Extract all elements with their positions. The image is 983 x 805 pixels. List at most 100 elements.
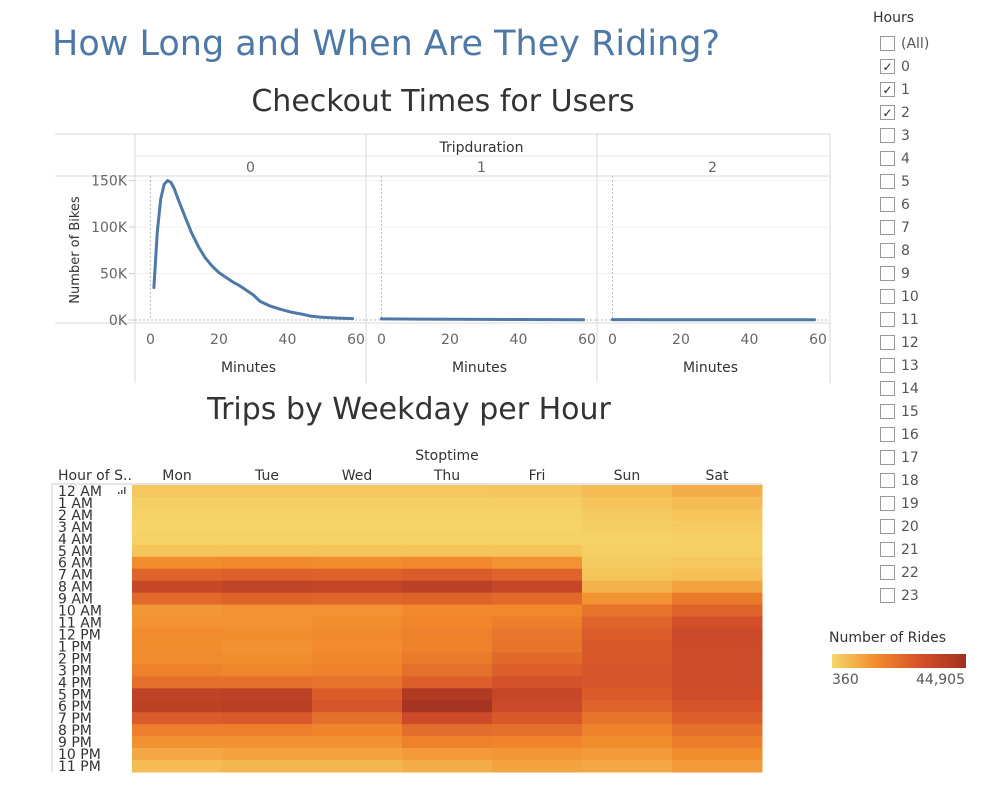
- heatmap-cell[interactable]: [132, 544, 223, 558]
- hours-filter-item-10[interactable]: 9: [873, 262, 973, 285]
- heatmap-cell[interactable]: [672, 496, 763, 510]
- heatmap-cell[interactable]: [582, 604, 673, 618]
- heatmap-cell[interactable]: [132, 748, 223, 761]
- heatmap-cell[interactable]: [402, 628, 493, 641]
- heatmap-cell[interactable]: [582, 592, 673, 606]
- heatmap-cell[interactable]: [132, 712, 223, 725]
- heatmap-cell[interactable]: [672, 556, 763, 570]
- heatmap-cell[interactable]: [132, 616, 223, 629]
- heatmap-cell[interactable]: [582, 664, 673, 677]
- heatmap-cell[interactable]: [402, 592, 493, 606]
- heatmap-cell[interactable]: [672, 688, 763, 701]
- heatmap-cell[interactable]: [672, 760, 763, 773]
- heatmap-cell[interactable]: [492, 616, 583, 629]
- heatmap-cell[interactable]: [132, 628, 223, 641]
- heatmap-cell[interactable]: [402, 640, 493, 653]
- heatmap-cell[interactable]: [312, 760, 403, 773]
- heatmap-cell[interactable]: [582, 485, 673, 498]
- heatmap-cell[interactable]: [402, 556, 493, 570]
- heatmap-cell[interactable]: [672, 520, 763, 534]
- hours-filter-item-2[interactable]: ✓ 1: [873, 78, 973, 101]
- heatmap-cell[interactable]: [132, 700, 223, 713]
- hours-filter-item-5[interactable]: 4: [873, 147, 973, 170]
- heatmap-cell[interactable]: [492, 568, 583, 582]
- heatmap-cell[interactable]: [222, 652, 313, 665]
- heatmap-cell[interactable]: [312, 688, 403, 701]
- heatmap-cell[interactable]: [132, 556, 223, 570]
- heatmap-cell[interactable]: [582, 616, 673, 629]
- hours-filter-checkbox[interactable]: ✓: [880, 59, 895, 74]
- heatmap-cell[interactable]: [492, 520, 583, 534]
- heatmap-cell[interactable]: [222, 712, 313, 725]
- heatmap-cell[interactable]: [672, 568, 763, 582]
- heatmap-cell[interactable]: [222, 592, 313, 606]
- heatmap-cell[interactable]: [312, 568, 403, 582]
- heatmap-cell[interactable]: [402, 652, 493, 665]
- heatmap-cell[interactable]: [492, 628, 583, 641]
- heatmap-cell[interactable]: [492, 688, 583, 701]
- heatmap-cell[interactable]: [672, 604, 763, 618]
- hours-filter-item-15[interactable]: 14: [873, 377, 973, 400]
- heatmap-cell[interactable]: [132, 652, 223, 665]
- heatmap-cell[interactable]: [132, 724, 223, 737]
- heatmap-cell[interactable]: [672, 508, 763, 522]
- hours-filter-item-24[interactable]: 23: [873, 584, 973, 607]
- heatmap-cell[interactable]: [312, 736, 403, 749]
- heatmap-cell[interactable]: [312, 724, 403, 737]
- heatmap-cell[interactable]: [132, 640, 223, 653]
- heatmap-cell[interactable]: [672, 592, 763, 606]
- heatmap-cell[interactable]: [582, 544, 673, 558]
- hours-filter-checkbox[interactable]: [880, 542, 895, 557]
- heatmap-cell[interactable]: [402, 580, 493, 594]
- hours-filter-checkbox[interactable]: [880, 335, 895, 350]
- heatmap-cell[interactable]: [672, 748, 763, 761]
- heatmap-cell[interactable]: [492, 748, 583, 761]
- hours-filter-checkbox[interactable]: [880, 473, 895, 488]
- heatmap-cell[interactable]: [222, 748, 313, 761]
- heatmap-cell[interactable]: [312, 592, 403, 606]
- hours-filter-item-16[interactable]: 15: [873, 400, 973, 423]
- hours-filter-item-7[interactable]: 6: [873, 193, 973, 216]
- heatmap-cell[interactable]: [402, 532, 493, 546]
- heatmap-cell[interactable]: [222, 520, 313, 534]
- hours-filter-checkbox[interactable]: [880, 197, 895, 212]
- heatmap-cell[interactable]: [222, 628, 313, 641]
- heatmap-cell[interactable]: [492, 760, 583, 773]
- heatmap-cell[interactable]: [582, 508, 673, 522]
- heatmap-cell[interactable]: [672, 628, 763, 641]
- heatmap-cell[interactable]: [582, 700, 673, 713]
- hours-filter-checkbox[interactable]: [880, 36, 895, 51]
- heatmap-cell[interactable]: [492, 592, 583, 606]
- heatmap-cell[interactable]: [672, 652, 763, 665]
- heatmap-cell[interactable]: [312, 556, 403, 570]
- heatmap-cell[interactable]: [582, 556, 673, 570]
- heatmap-cell[interactable]: [312, 748, 403, 761]
- heatmap-cell[interactable]: [582, 676, 673, 689]
- heatmap-cell[interactable]: [492, 712, 583, 725]
- heatmap-cell[interactable]: [312, 544, 403, 558]
- heatmap-cell[interactable]: [132, 508, 223, 522]
- heatmap-cell[interactable]: [672, 724, 763, 737]
- heatmap-cell[interactable]: [492, 604, 583, 618]
- hours-filter-checkbox[interactable]: [880, 427, 895, 442]
- hours-filter-item-12[interactable]: 11: [873, 308, 973, 331]
- heatmap-cell[interactable]: [222, 664, 313, 677]
- heatmap-cell[interactable]: [222, 556, 313, 570]
- heatmap-cell[interactable]: [132, 580, 223, 594]
- heatmap-cell[interactable]: [402, 712, 493, 725]
- heatmap-cell[interactable]: [312, 628, 403, 641]
- hours-filter-item-19[interactable]: 18: [873, 469, 973, 492]
- heatmap-cell[interactable]: [312, 580, 403, 594]
- heatmap-cell[interactable]: [132, 676, 223, 689]
- heatmap-cell[interactable]: [132, 736, 223, 749]
- heatmap-cell[interactable]: [492, 508, 583, 522]
- heatmap-cell[interactable]: [402, 604, 493, 618]
- heatmap-cell[interactable]: [492, 676, 583, 689]
- heatmap-cell[interactable]: [222, 676, 313, 689]
- hours-filter-item-11[interactable]: 10: [873, 285, 973, 308]
- heatmap-cell[interactable]: [582, 736, 673, 749]
- heatmap-cell[interactable]: [222, 616, 313, 629]
- heatmap-cell[interactable]: [132, 604, 223, 618]
- heatmap-cell[interactable]: [312, 508, 403, 522]
- heatmap-cell[interactable]: [312, 712, 403, 725]
